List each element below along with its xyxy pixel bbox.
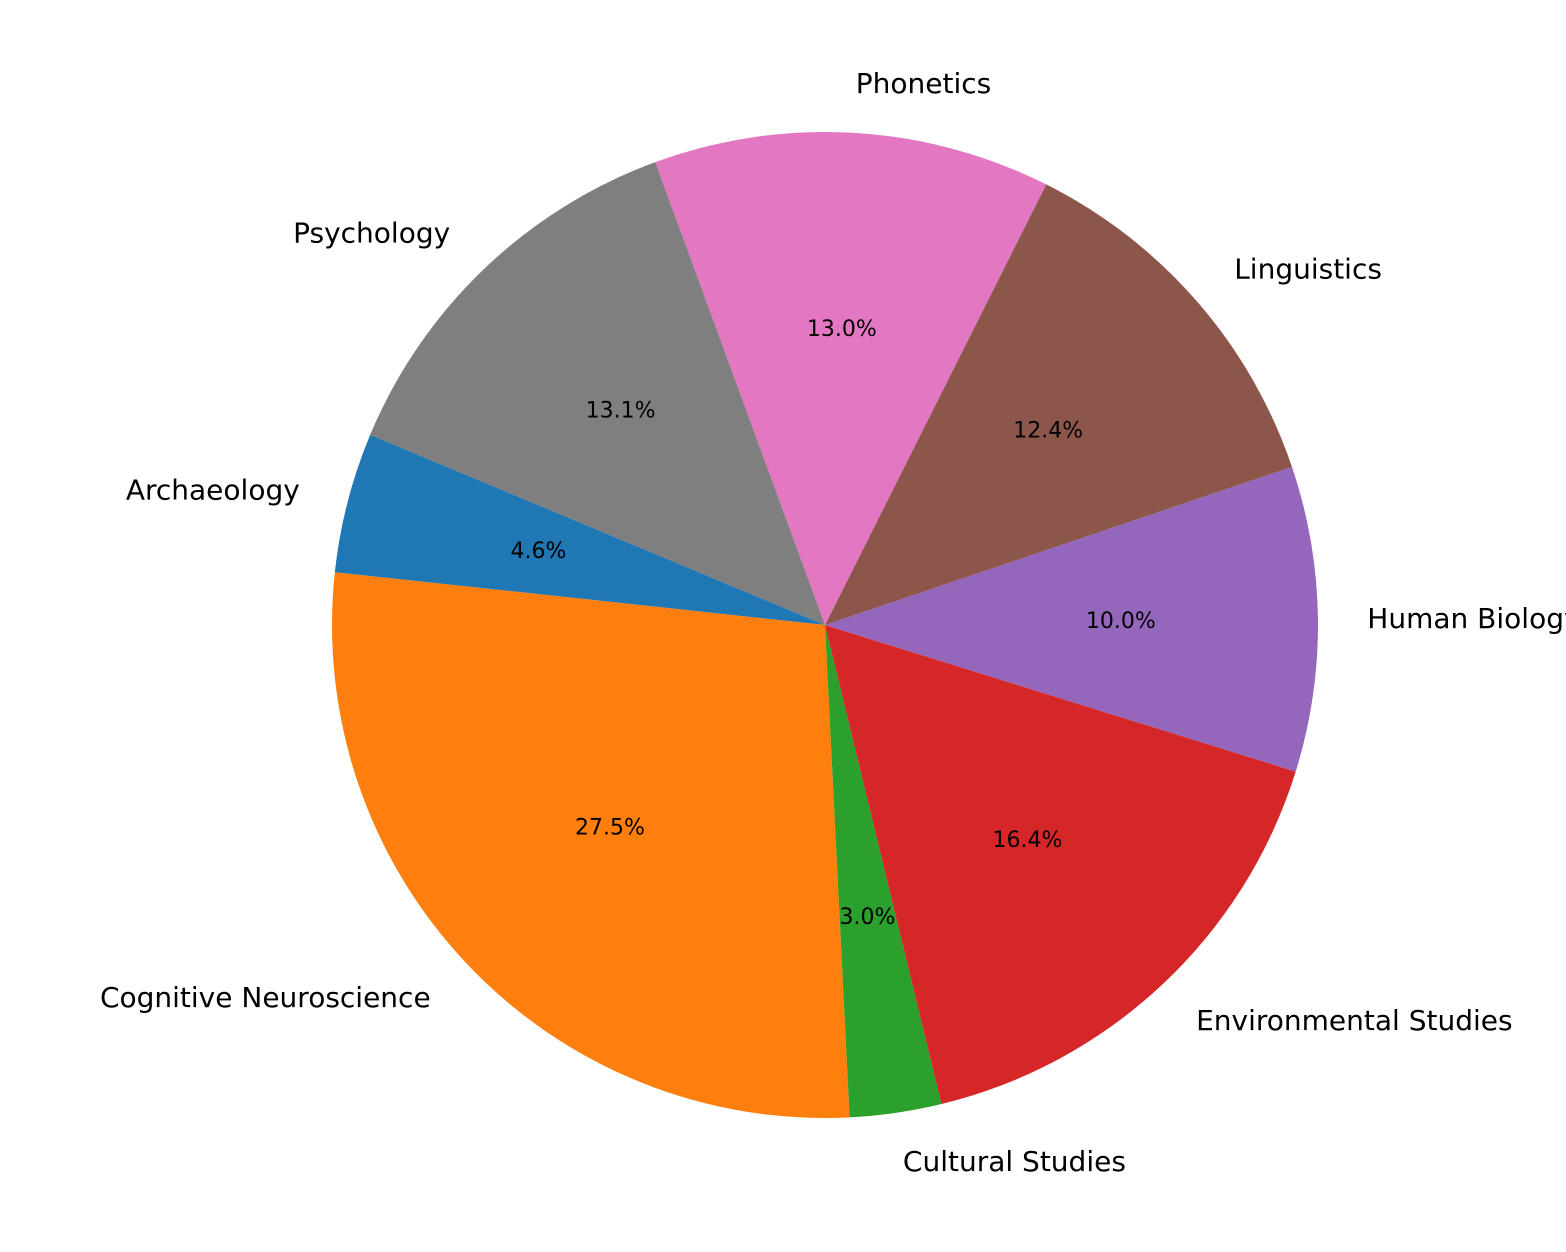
percent-label-psychology: 13.1% <box>586 399 656 424</box>
pie-slice-human-biology <box>825 466 1318 772</box>
pie-slice-archaeology <box>334 434 825 625</box>
pie-slice-cultural-studies <box>825 625 942 1118</box>
percent-label-cognitive-neuroscience: 27.5% <box>575 816 645 841</box>
category-label-human-biology: Human Biology <box>1367 602 1566 635</box>
percent-label-phonetics: 13.0% <box>807 317 877 342</box>
pie-slice-phonetics <box>655 131 1047 626</box>
category-label-cognitive-neuroscience: Cognitive Neuroscience <box>100 981 431 1014</box>
category-label-phonetics: Phonetics <box>856 67 991 100</box>
percent-label-linguistics: 12.4% <box>1013 418 1083 443</box>
category-label-archaeology: Archaeology <box>126 474 300 507</box>
pie-slice-psychology <box>370 162 825 625</box>
pie-slice-environmental-studies <box>825 625 1296 1105</box>
category-label-cultural-studies: Cultural Studies <box>903 1145 1126 1178</box>
pie-slice-linguistics <box>825 184 1292 625</box>
pie-labels: Archaeology 4.6% Cognitive Neuroscience 27.… <box>100 67 1566 1178</box>
pie-slice-cognitive-neuroscience <box>332 572 850 1119</box>
percent-label-cultural-studies: 3.0% <box>840 905 896 930</box>
pie-slices <box>332 131 1318 1119</box>
category-label-psychology: Psychology <box>293 217 450 250</box>
category-label-linguistics: Linguistics <box>1234 253 1382 286</box>
percent-label-human-biology: 10.0% <box>1086 609 1156 634</box>
percent-label-archaeology: 4.6% <box>511 539 567 564</box>
percent-label-environmental-studies: 16.4% <box>992 828 1062 853</box>
category-label-environmental-studies: Environmental Studies <box>1196 1004 1513 1037</box>
